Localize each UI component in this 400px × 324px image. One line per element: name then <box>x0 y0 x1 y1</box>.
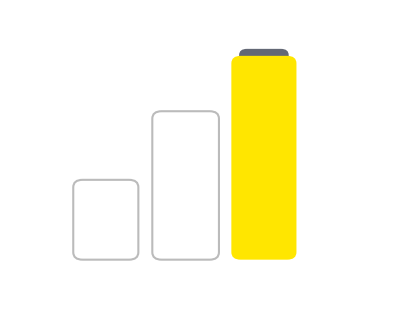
FancyBboxPatch shape <box>157 115 219 259</box>
FancyBboxPatch shape <box>80 184 138 259</box>
FancyBboxPatch shape <box>234 60 295 259</box>
FancyBboxPatch shape <box>73 180 138 260</box>
FancyBboxPatch shape <box>152 111 219 260</box>
FancyBboxPatch shape <box>239 49 289 259</box>
FancyBboxPatch shape <box>231 56 296 260</box>
